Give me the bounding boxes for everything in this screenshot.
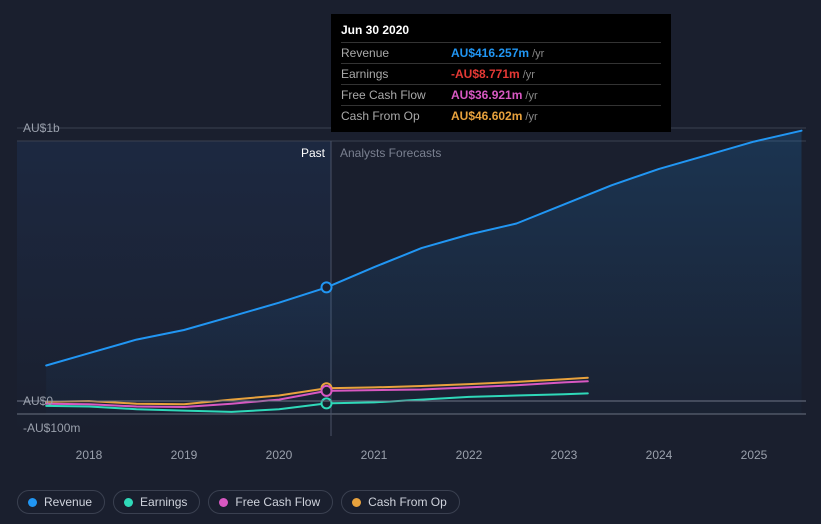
legend-dot-icon bbox=[352, 498, 361, 507]
tooltip-row: RevenueAU$416.257m/yr bbox=[341, 43, 661, 64]
y-label-neg100m: -AU$100m bbox=[23, 421, 80, 435]
tooltip-row: Cash From OpAU$46.602m/yr bbox=[341, 106, 661, 127]
legend-label: Earnings bbox=[140, 495, 187, 509]
x-tick-label: 2019 bbox=[171, 448, 198, 462]
y-label-0: AU$0 bbox=[23, 394, 53, 408]
legend-dot-icon bbox=[28, 498, 37, 507]
label-past: Past bbox=[301, 146, 325, 160]
chart-legend: Revenue Earnings Free Cash Flow Cash From O… bbox=[17, 490, 460, 514]
tooltip-row: Free Cash FlowAU$36.921m/yr bbox=[341, 85, 661, 106]
tooltip-metric-label: Earnings bbox=[341, 64, 451, 85]
legend-dot-icon bbox=[219, 498, 228, 507]
tooltip-metric-value: AU$36.921m/yr bbox=[451, 85, 661, 106]
x-tick-label: 2022 bbox=[456, 448, 483, 462]
tooltip-metric-value: AU$416.257m/yr bbox=[451, 43, 661, 64]
x-tick-label: 2023 bbox=[551, 448, 578, 462]
tooltip-metric-value: -AU$8.771m/yr bbox=[451, 64, 661, 85]
tooltip-table: RevenueAU$416.257m/yrEarnings-AU$8.771m/… bbox=[341, 42, 661, 126]
x-tick-label: 2024 bbox=[646, 448, 673, 462]
x-tick-label: 2020 bbox=[266, 448, 293, 462]
tooltip-row: Earnings-AU$8.771m/yr bbox=[341, 64, 661, 85]
tooltip-metric-value: AU$46.602m/yr bbox=[451, 106, 661, 127]
tooltip-metric-label: Cash From Op bbox=[341, 106, 451, 127]
legend-item-cash-from-op[interactable]: Cash From Op bbox=[341, 490, 460, 514]
tooltip-metric-label: Free Cash Flow bbox=[341, 85, 451, 106]
legend-item-free-cash-flow[interactable]: Free Cash Flow bbox=[208, 490, 333, 514]
label-forecasts: Analysts Forecasts bbox=[340, 146, 441, 160]
y-label-1b: AU$1b bbox=[23, 121, 60, 135]
x-tick-label: 2025 bbox=[741, 448, 768, 462]
legend-label: Revenue bbox=[44, 495, 92, 509]
x-tick-label: 2021 bbox=[361, 448, 388, 462]
legend-label: Free Cash Flow bbox=[235, 495, 320, 509]
legend-dot-icon bbox=[124, 498, 133, 507]
tooltip-metric-label: Revenue bbox=[341, 43, 451, 64]
legend-item-earnings[interactable]: Earnings bbox=[113, 490, 200, 514]
financial-chart: AU$1b AU$0 -AU$100m Past Analysts Foreca… bbox=[0, 0, 821, 524]
tooltip-date: Jun 30 2020 bbox=[341, 20, 661, 42]
chart-tooltip: Jun 30 2020 RevenueAU$416.257m/yrEarning… bbox=[331, 14, 671, 132]
legend-label: Cash From Op bbox=[368, 495, 447, 509]
x-tick-label: 2018 bbox=[76, 448, 103, 462]
legend-item-revenue[interactable]: Revenue bbox=[17, 490, 105, 514]
